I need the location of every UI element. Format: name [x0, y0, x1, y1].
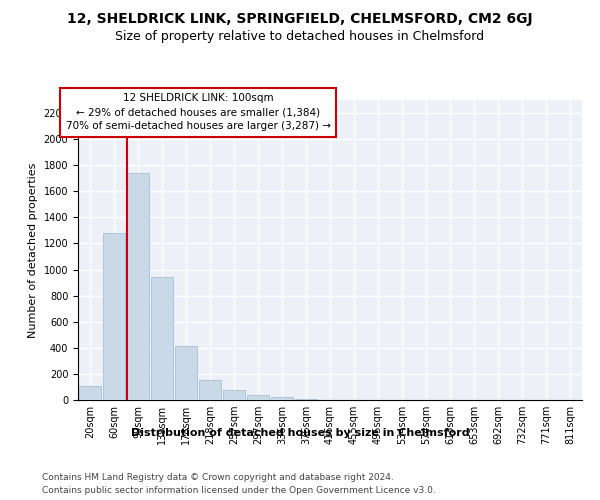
Text: Distribution of detached houses by size in Chelmsford: Distribution of detached houses by size … — [131, 428, 469, 438]
Text: Contains HM Land Registry data © Crown copyright and database right 2024.: Contains HM Land Registry data © Crown c… — [42, 472, 394, 482]
Text: 12, SHELDRICK LINK, SPRINGFIELD, CHELMSFORD, CM2 6GJ: 12, SHELDRICK LINK, SPRINGFIELD, CHELMSF… — [67, 12, 533, 26]
Text: Contains public sector information licensed under the Open Government Licence v3: Contains public sector information licen… — [42, 486, 436, 495]
Y-axis label: Number of detached properties: Number of detached properties — [28, 162, 38, 338]
Text: Size of property relative to detached houses in Chelmsford: Size of property relative to detached ho… — [115, 30, 485, 43]
Bar — [79, 386, 101, 400]
Bar — [151, 278, 173, 400]
Bar — [247, 396, 269, 400]
Bar — [199, 380, 221, 400]
Bar — [271, 396, 293, 400]
Bar — [223, 390, 245, 400]
Bar — [103, 233, 125, 400]
Text: 12 SHELDRICK LINK: 100sqm
← 29% of detached houses are smaller (1,384)
70% of se: 12 SHELDRICK LINK: 100sqm ← 29% of detac… — [65, 94, 331, 132]
Bar — [175, 346, 197, 400]
Bar — [127, 173, 149, 400]
